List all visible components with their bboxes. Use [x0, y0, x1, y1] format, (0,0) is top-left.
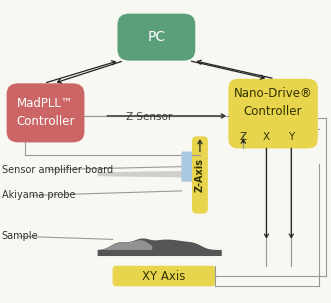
Text: Z Sensor: Z Sensor	[126, 112, 172, 122]
FancyBboxPatch shape	[181, 152, 192, 182]
Polygon shape	[98, 238, 222, 256]
Text: PC: PC	[147, 30, 166, 44]
FancyBboxPatch shape	[228, 79, 318, 148]
Polygon shape	[98, 240, 152, 250]
Polygon shape	[98, 171, 192, 178]
FancyBboxPatch shape	[118, 14, 195, 61]
Text: Akiyama probe: Akiyama probe	[2, 190, 75, 201]
Polygon shape	[189, 177, 192, 182]
FancyBboxPatch shape	[7, 83, 84, 142]
FancyBboxPatch shape	[192, 136, 208, 214]
Text: Nano-Drive®
Controller: Nano-Drive® Controller	[234, 87, 312, 118]
Text: Sensor amplifier board: Sensor amplifier board	[2, 165, 113, 175]
Text: Z: Z	[240, 132, 247, 142]
Text: X: X	[263, 132, 270, 142]
Text: Y: Y	[288, 132, 294, 142]
Text: MadPLL™
Controller: MadPLL™ Controller	[16, 97, 75, 128]
Text: Z-Axis: Z-Axis	[195, 158, 205, 192]
FancyBboxPatch shape	[113, 266, 215, 286]
Text: XY Axis: XY Axis	[142, 270, 186, 282]
Text: Sample: Sample	[2, 231, 38, 241]
